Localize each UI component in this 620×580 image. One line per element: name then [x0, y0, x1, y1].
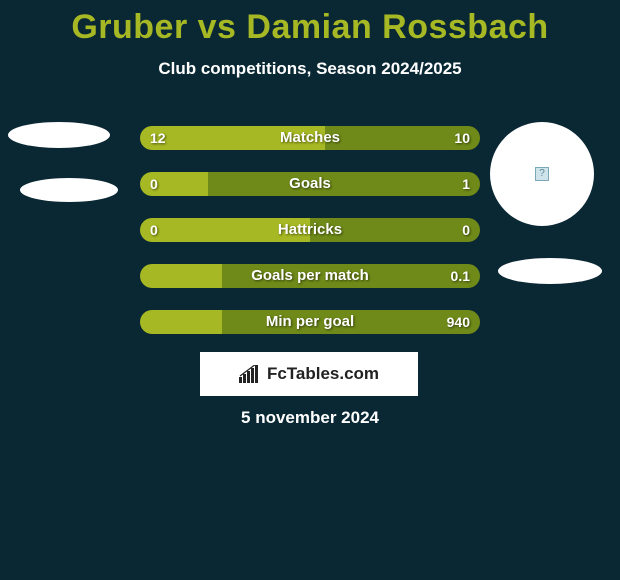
bar-chart-icon — [239, 365, 261, 383]
stat-value-left: 0 — [150, 218, 158, 242]
stat-row: Matches12 10 — [140, 126, 480, 150]
decorative-ellipse — [20, 178, 118, 202]
stat-row: Min per goal940 — [140, 310, 480, 334]
stat-value-right: 0.1 — [451, 264, 470, 288]
stat-label: Goals — [140, 172, 480, 196]
stat-label: Matches — [140, 126, 480, 150]
stat-label: Min per goal — [140, 310, 480, 334]
decorative-ellipse — [8, 122, 110, 148]
subtitle: Club competitions, Season 2024/2025 — [0, 59, 620, 79]
stat-value-right: 940 — [447, 310, 470, 334]
stat-row: Goals0 1 — [140, 172, 480, 196]
stat-value-right: 1 — [462, 172, 470, 196]
stat-row: Goals per match0.1 — [140, 264, 480, 288]
avatar: ? — [490, 122, 594, 226]
fctables-logo: FcTables.com — [200, 352, 418, 396]
stat-label: Goals per match — [140, 264, 480, 288]
stat-label: Hattricks — [140, 218, 480, 242]
stat-value-right: 0 — [462, 218, 470, 242]
stat-value-left: 0 — [150, 172, 158, 196]
logo-text: FcTables.com — [267, 364, 379, 384]
stat-value-left: 12 — [150, 126, 166, 150]
page-title: Gruber vs Damian Rossbach — [0, 0, 620, 47]
decorative-ellipse-right — [498, 258, 602, 284]
image-placeholder-icon: ? — [535, 167, 549, 181]
stat-value-right: 10 — [454, 126, 470, 150]
date-text: 5 november 2024 — [0, 408, 620, 428]
stat-row: Hattricks0 0 — [140, 218, 480, 242]
stats-comparison-chart: Matches1210Goals01Hattricks00Goals per m… — [140, 126, 480, 356]
